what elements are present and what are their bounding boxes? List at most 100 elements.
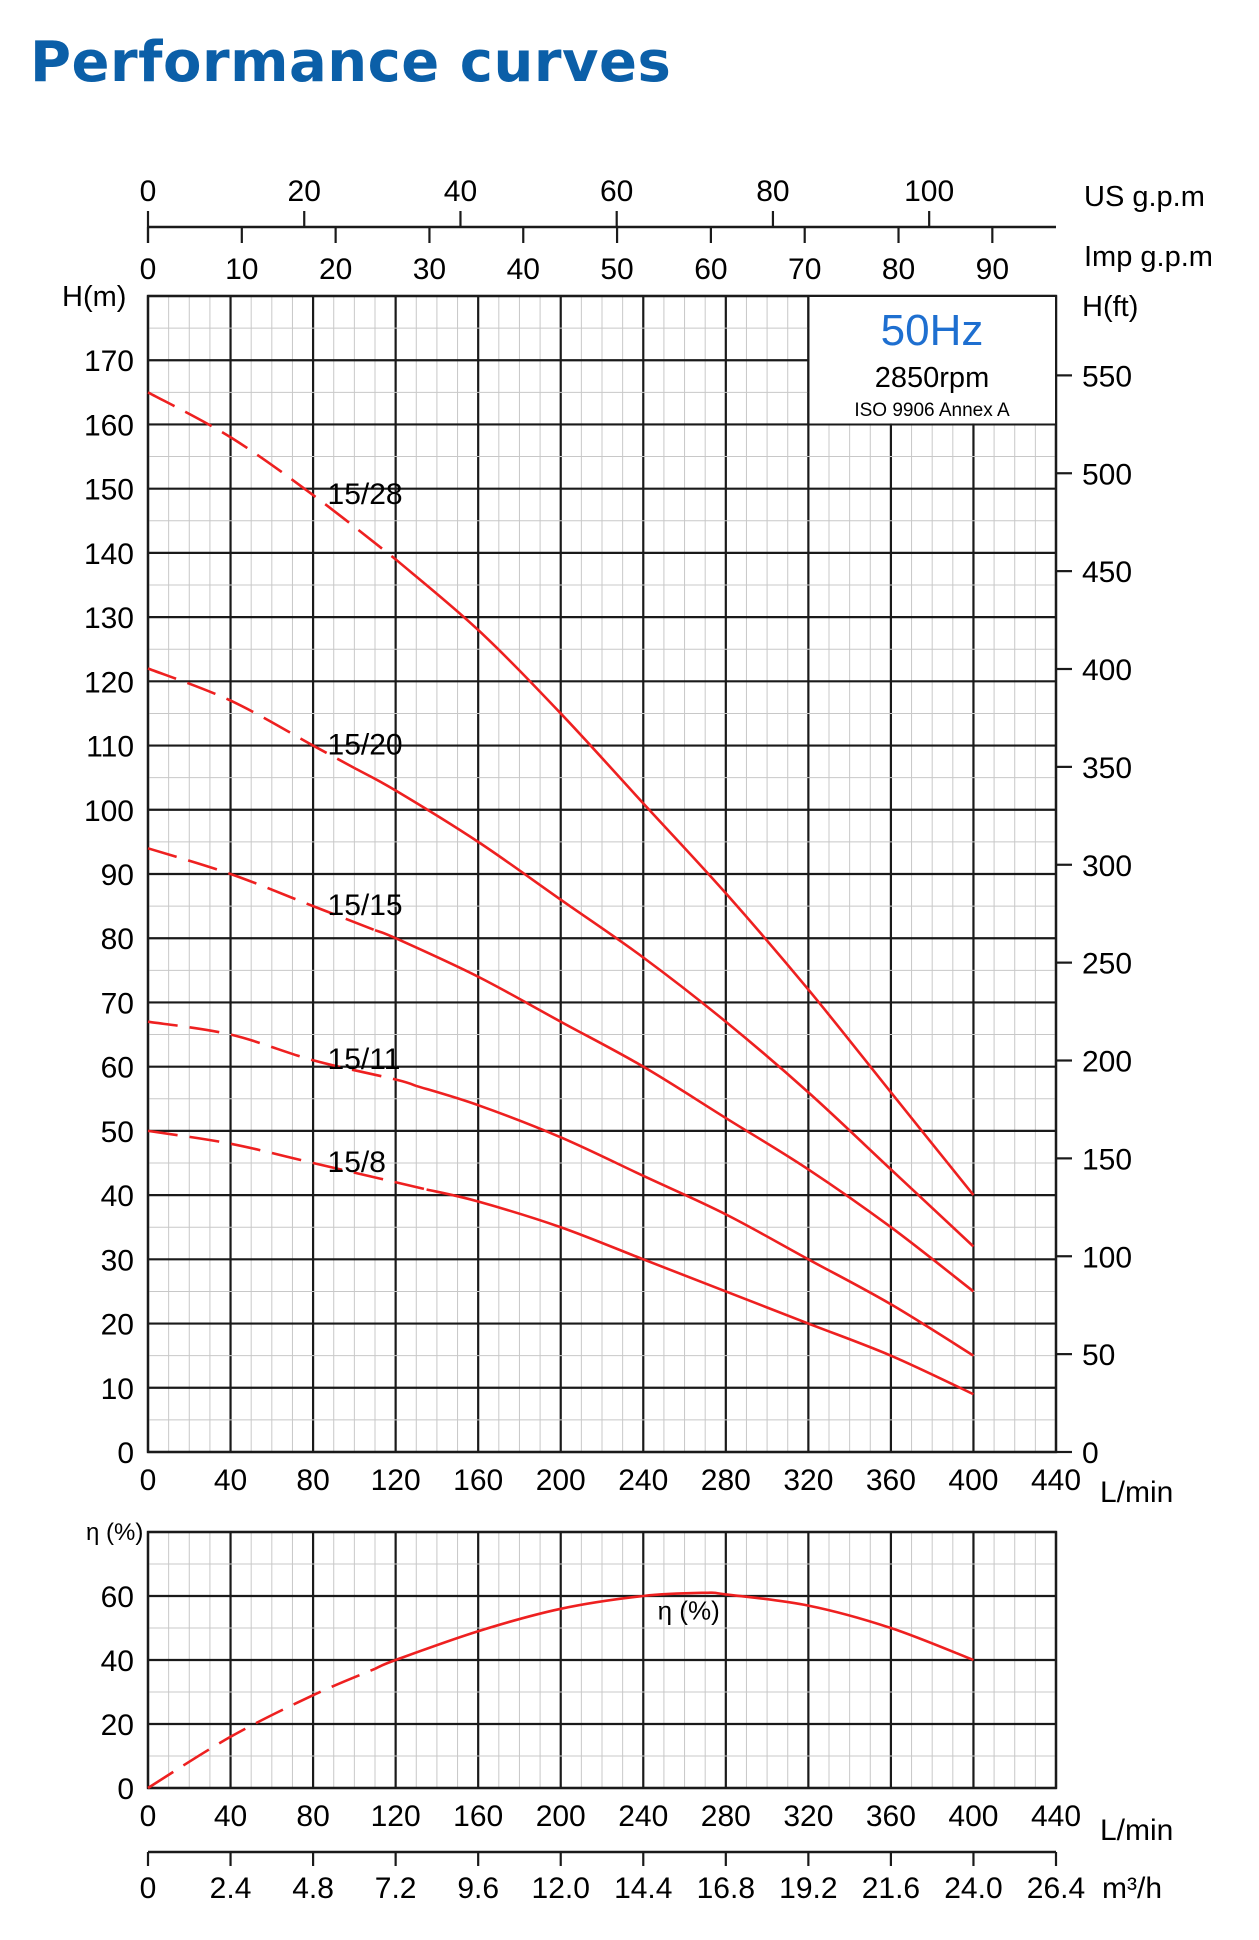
eff-x-tick-label: 440: [1031, 1800, 1081, 1833]
eff-y-tick-label: 40: [101, 1645, 134, 1678]
head-x-tick-label: 40: [214, 1464, 247, 1497]
usgpm-tick-label: 0: [140, 175, 157, 208]
eff-x-tick-label: 40: [214, 1800, 247, 1833]
head-y-tick-label: 140: [84, 538, 134, 571]
head-y-tick-label: 40: [101, 1180, 134, 1213]
eff-y-tick-label: 20: [101, 1709, 134, 1742]
eff-x-tick-label: 200: [536, 1800, 586, 1833]
head-x-tick-label: 400: [948, 1464, 998, 1497]
impgpm-tick-label: 20: [319, 253, 352, 286]
info-box-background: [809, 297, 1055, 424]
m3h-tick-label: 16.8: [697, 1872, 755, 1905]
frequency-label: 50Hz: [881, 306, 984, 355]
page-title: Performance curves: [30, 30, 672, 95]
impgpm-axis-label: Imp g.p.m: [1084, 241, 1213, 273]
curve-15/8-dashed: [147, 1129, 427, 1191]
head-y-tick-label: 50: [101, 1116, 134, 1149]
efficiency-chart-grid: [146, 1530, 1058, 1790]
efficiency-curves: [147, 1591, 974, 1790]
m3h-tick-label: 0: [140, 1872, 157, 1905]
eff-x-tick-label: 240: [618, 1800, 668, 1833]
head-x-tick-label: 360: [866, 1464, 916, 1497]
usgpm-tick-label: 40: [444, 175, 477, 208]
chart-axes: 0102030405060708090100110120130140150160…: [62, 175, 1213, 1905]
curve-15/8: [426, 1188, 975, 1396]
head-x-tick-label: 120: [371, 1464, 421, 1497]
usgpm-tick-label: 100: [904, 175, 954, 208]
eff-x-tick-label: 320: [783, 1800, 833, 1833]
impgpm-tick-label: 10: [225, 253, 258, 286]
m3h-axis-label: m³/h: [1102, 1872, 1162, 1905]
ft-tick-label: 100: [1082, 1241, 1132, 1274]
ft-tick-label: 50: [1082, 1339, 1115, 1372]
eff-x-axis-label: L/min: [1100, 1814, 1173, 1847]
curve-15/28: [394, 558, 975, 1196]
head-x-axis-label: L/min: [1100, 1476, 1173, 1509]
usgpm-tick-label: 20: [288, 175, 321, 208]
m3h-tick-label: 19.2: [779, 1872, 837, 1905]
usgpm-axis-label: US g.p.m: [1084, 181, 1205, 213]
head-y-axis-label: H(m): [62, 281, 126, 313]
head-y-tick-label: 30: [101, 1244, 134, 1277]
head-y-tick-label: 70: [101, 987, 134, 1020]
head-y-tick-label: 120: [84, 666, 134, 699]
impgpm-tick-label: 30: [413, 253, 446, 286]
curve-label-15/15: 15/15: [328, 889, 403, 922]
m3h-tick-label: 4.8: [292, 1872, 334, 1905]
curve-η (%)-dashed: [147, 1667, 376, 1790]
curve-label-15/28: 15/28: [328, 478, 403, 511]
curve-15/15: [374, 928, 975, 1293]
standard-label: ISO 9906 Annex A: [854, 400, 1010, 421]
impgpm-tick-label: 80: [882, 253, 915, 286]
m3h-tick-label: 14.4: [614, 1872, 672, 1905]
ft-tick-label: 500: [1082, 458, 1132, 491]
ft-tick-label: 300: [1082, 850, 1132, 883]
head-y-tick-label: 100: [84, 795, 134, 828]
head-y-right-axis-label: H(ft): [1082, 291, 1138, 323]
curve-label-15/20: 15/20: [328, 729, 403, 762]
m3h-tick-label: 7.2: [375, 1872, 417, 1905]
ft-tick-label: 200: [1082, 1046, 1132, 1079]
impgpm-tick-label: 90: [976, 253, 1009, 286]
head-y-tick-label: 130: [84, 602, 134, 635]
head-x-tick-label: 80: [296, 1464, 329, 1497]
impgpm-tick-label: 0: [140, 253, 157, 286]
curve-15/11: [415, 1084, 975, 1357]
impgpm-tick-label: 40: [507, 253, 540, 286]
info-box: 50Hz 2850rpm ISO 9906 Annex A: [807, 296, 1055, 425]
plot-frame: [146, 1530, 1058, 1790]
head-y-tick-label: 170: [84, 345, 134, 378]
ft-tick-label: 450: [1082, 556, 1132, 589]
eff-y-axis-label: η (%): [86, 1519, 143, 1546]
usgpm-tick-label: 80: [756, 175, 789, 208]
head-y-tick-label: 0: [117, 1437, 134, 1470]
head-x-tick-label: 160: [453, 1464, 503, 1497]
eff-y-tick-label: 0: [117, 1773, 134, 1806]
ft-tick-label: 250: [1082, 948, 1132, 981]
m3h-tick-label: 2.4: [210, 1872, 252, 1905]
m3h-tick-label: 24.0: [944, 1872, 1002, 1905]
ft-tick-label: 400: [1082, 654, 1132, 687]
head-x-tick-label: 280: [701, 1464, 751, 1497]
eff-y-tick-label: 60: [101, 1581, 134, 1614]
ft-tick-label: 350: [1082, 752, 1132, 785]
ft-tick-label: 150: [1082, 1143, 1132, 1176]
eff-x-tick-label: 0: [140, 1800, 157, 1833]
curve-label-15/8: 15/8: [328, 1146, 386, 1179]
curve-15/11-dashed: [147, 1020, 417, 1088]
impgpm-tick-label: 60: [694, 253, 727, 286]
head-chart-grid: [146, 294, 1058, 1454]
head-y-tick-label: 60: [101, 1052, 134, 1085]
m3h-tick-label: 21.6: [862, 1872, 920, 1905]
m3h-tick-label: 12.0: [532, 1872, 590, 1905]
head-x-tick-label: 240: [618, 1464, 668, 1497]
curve-15/15-dashed: [147, 847, 376, 932]
head-y-tick-label: 80: [101, 923, 134, 956]
head-y-tick-label: 20: [101, 1309, 134, 1342]
head-y-tick-label: 150: [84, 474, 134, 507]
eff-x-tick-label: 400: [948, 1800, 998, 1833]
curve-15/20-dashed: [147, 667, 355, 770]
curve-15/28-dashed: [147, 391, 397, 561]
eff-x-tick-label: 120: [371, 1800, 421, 1833]
